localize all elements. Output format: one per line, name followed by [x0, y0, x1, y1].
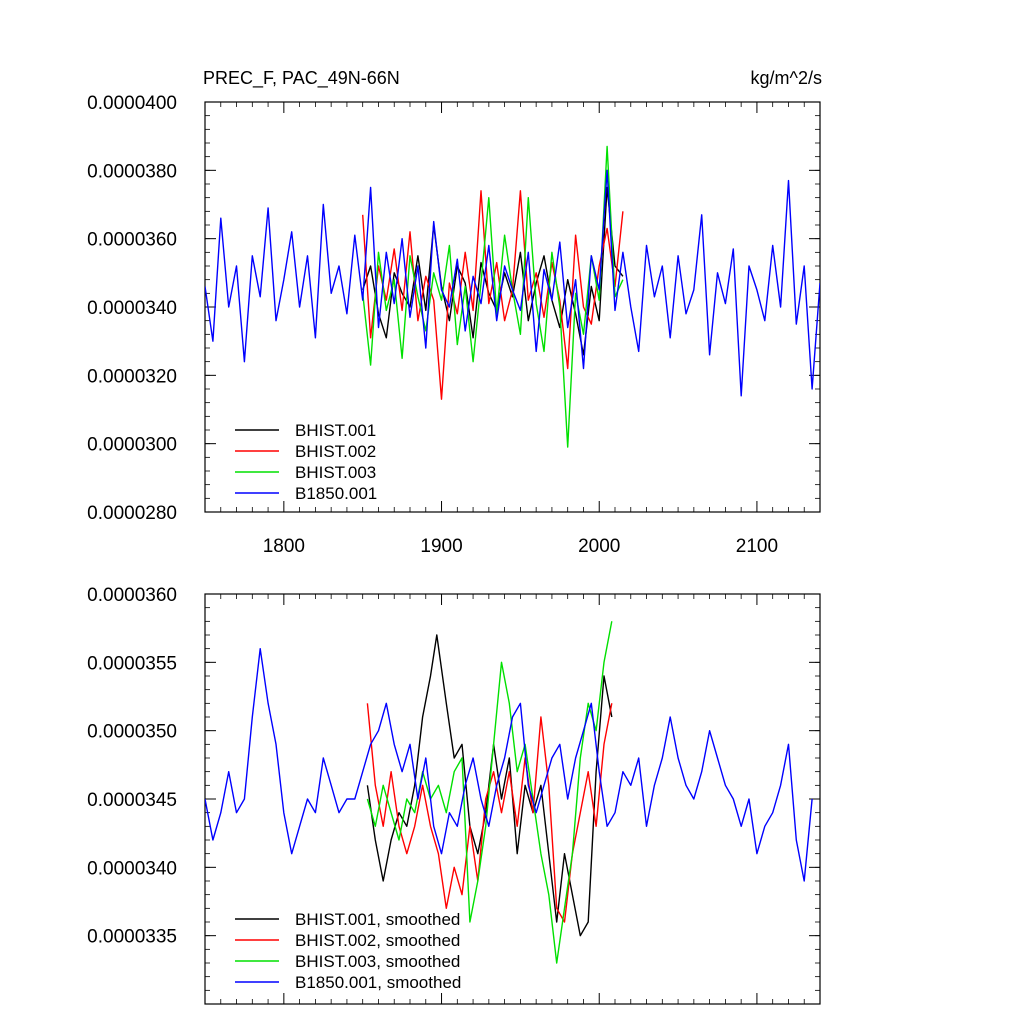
series-group — [205, 145, 820, 448]
series-line-b1850-001 — [205, 169, 820, 397]
y-tick-label: 0.0000350 — [87, 722, 177, 743]
bottom-chart-panel: 0.0000335 0.0000340 0.0000345 0.0000350 0.00… — [87, 585, 821, 1005]
legend-label: BHIST.002, smoothed — [295, 931, 460, 950]
legend-label: BHIST.002 — [295, 442, 376, 461]
chart-units: kg/m^2/s — [751, 68, 822, 88]
y-tick-label: 0.0000340 — [87, 298, 177, 319]
y-tick-label: 0.0000380 — [87, 161, 177, 182]
x-tick-label: 1900 — [420, 536, 462, 557]
legend-label: BHIST.001 — [295, 421, 376, 440]
legend-label: BHIST.003 — [295, 463, 376, 482]
y-tick-label: 0.0000345 — [87, 790, 177, 811]
series-line-bhist-003-smoothed — [366, 621, 613, 964]
y-tick-label: 0.0000300 — [87, 435, 177, 456]
legend-label: B1850.001 — [295, 484, 377, 503]
y-tick-label: 0.0000320 — [87, 366, 177, 387]
y-tick-label: 0.0000360 — [87, 585, 177, 606]
y-tick-label: 0.0000280 — [87, 503, 177, 524]
legend-label: BHIST.003, smoothed — [295, 952, 460, 971]
top-chart-panel: 1800 1900 2000 2100 0.0000280 0.0000300 0.0000… — [87, 68, 822, 557]
legend-label: B1850.001, smoothed — [295, 973, 461, 992]
series-line-b1850-001-smoothed — [205, 648, 813, 882]
chart-title: PREC_F, PAC_49N-66N — [203, 68, 400, 89]
legend-label: BHIST.001, smoothed — [295, 910, 460, 929]
y-tick-label: 0.0000360 — [87, 230, 177, 251]
y-tick-label: 0.0000400 — [87, 93, 177, 114]
y-tick-label: 0.0000335 — [87, 927, 177, 948]
y-tick-label: 0.0000355 — [87, 653, 177, 674]
series-group — [205, 621, 813, 964]
x-tick-label: 2000 — [578, 536, 620, 557]
series-line-bhist-003 — [362, 145, 624, 448]
x-tick-label: 2100 — [736, 536, 778, 557]
y-tick-label: 0.0000340 — [87, 858, 177, 879]
x-tick-label: 1800 — [263, 536, 305, 557]
